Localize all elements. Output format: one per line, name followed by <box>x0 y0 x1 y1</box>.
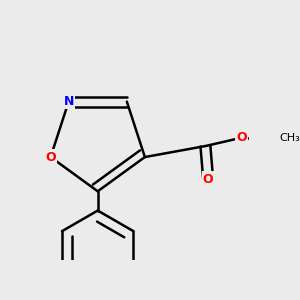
Text: CH₃: CH₃ <box>280 133 300 143</box>
Text: N: N <box>63 95 74 108</box>
Text: O: O <box>236 131 247 144</box>
Text: O: O <box>45 151 56 164</box>
Text: O: O <box>203 172 214 186</box>
